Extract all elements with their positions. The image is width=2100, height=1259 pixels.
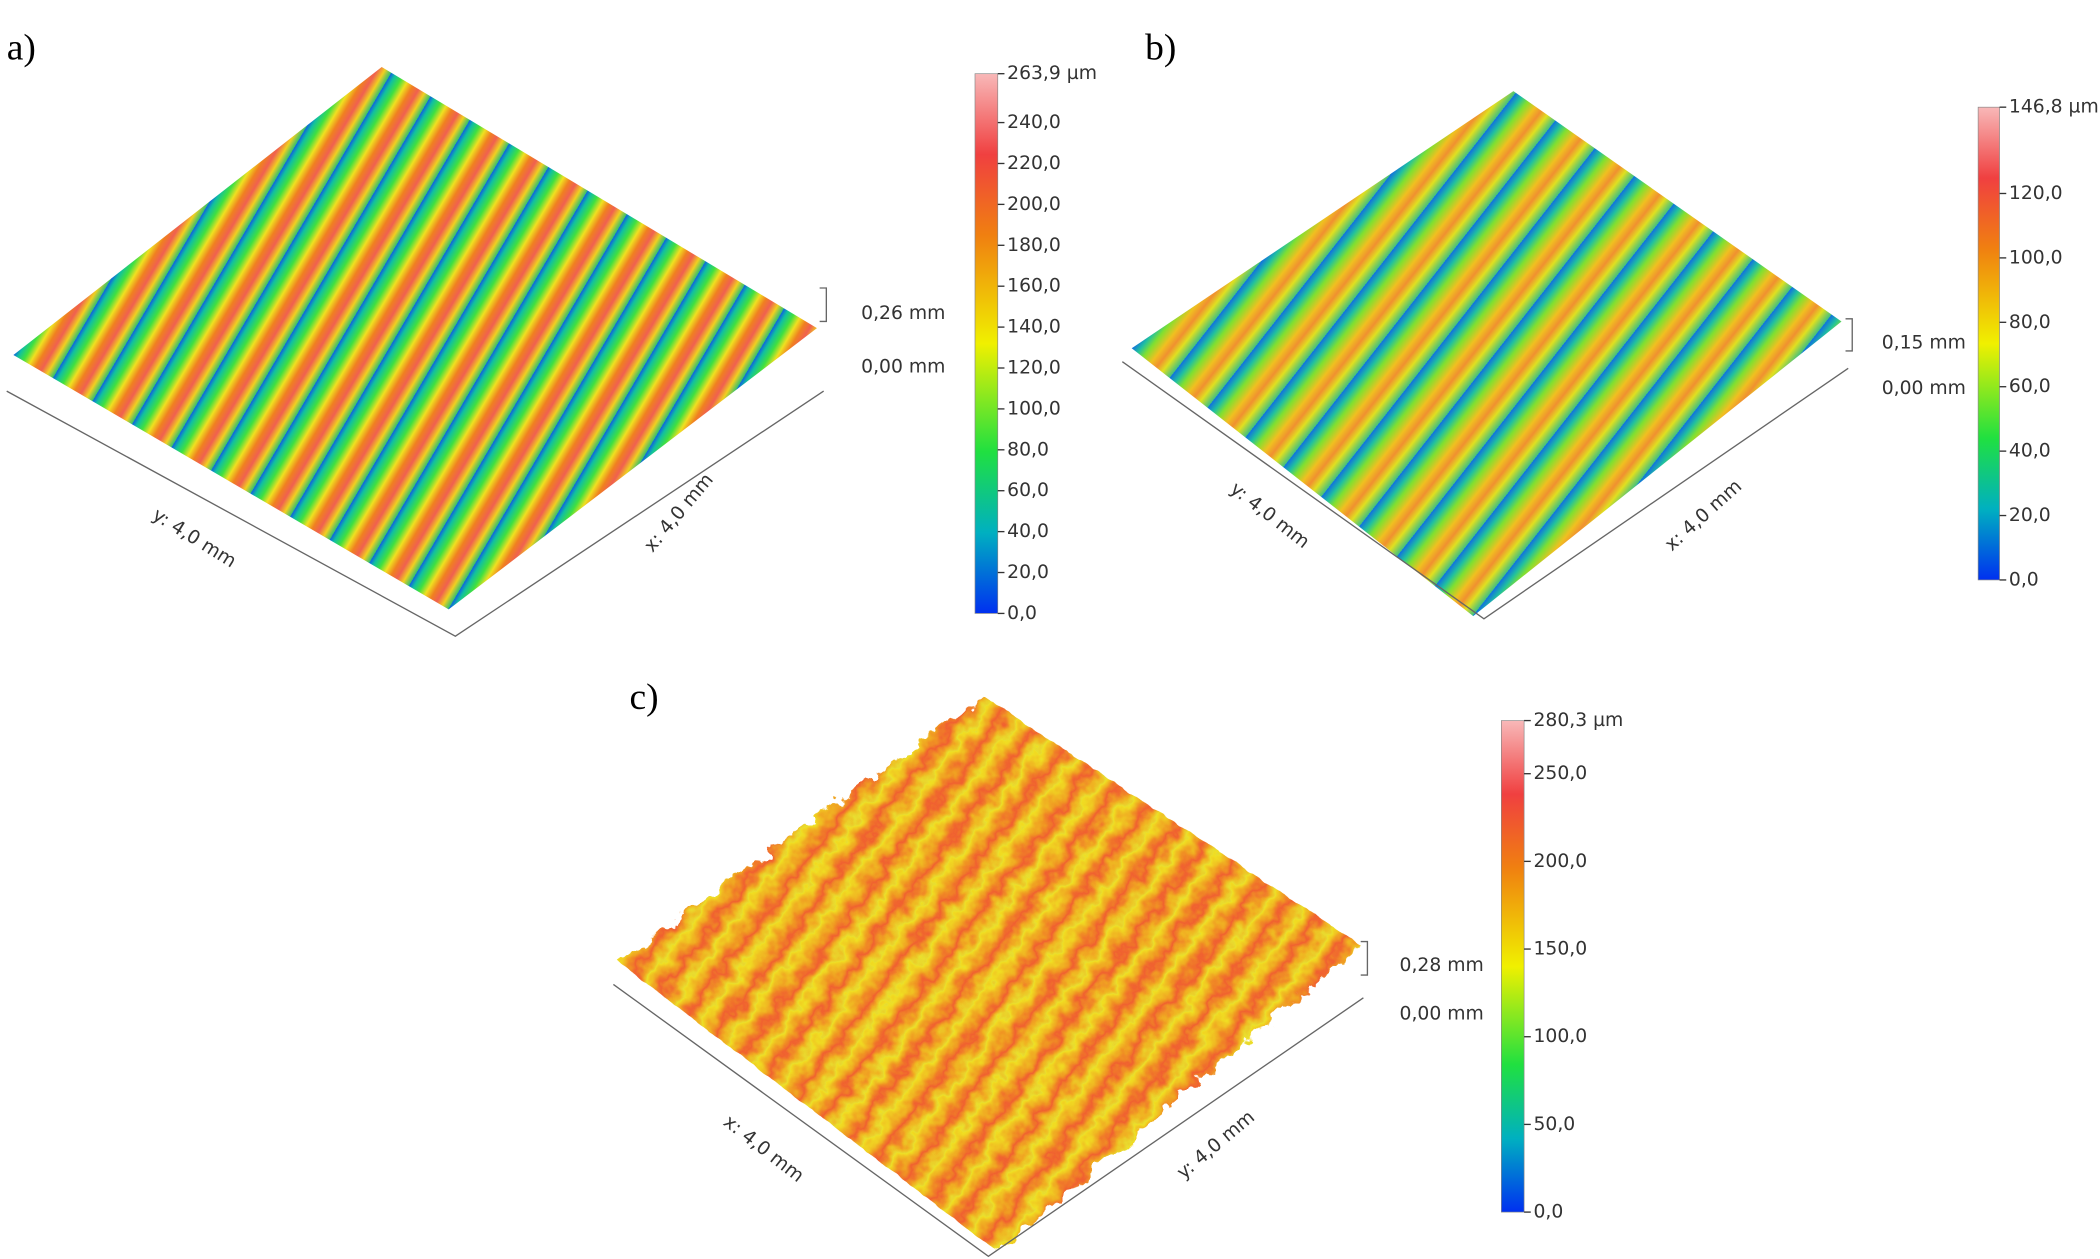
y-axis-label: y: 4,0 mm — [1226, 478, 1313, 553]
axis-lines — [612, 983, 1364, 1258]
panel-label: a) — [7, 28, 36, 69]
z-label: 0,26 mm — [861, 303, 945, 324]
colorbar-tick-label: 20,0 — [1007, 562, 1049, 583]
colorbar-tick-label: 263,9 µm — [1007, 63, 1097, 84]
colorbar-tick-label: 80,0 — [2009, 312, 2051, 333]
colorbar-tick-label: 250,0 — [1533, 763, 1587, 784]
panel-label: b) — [1145, 28, 1176, 69]
colorbar-tick-label: 0,0 — [1007, 603, 1037, 624]
colorbar-tick-label: 50,0 — [1533, 1114, 1575, 1135]
surface-b — [1131, 91, 1842, 617]
colorbar-tick-label: 60,0 — [1007, 480, 1049, 501]
colorbar-tick-label: 100,0 — [1007, 398, 1061, 419]
colorbar-tick-label: 100,0 — [1533, 1026, 1587, 1047]
colorbar-tick-label: 200,0 — [1007, 194, 1061, 215]
colorbar-tick-label: 80,0 — [1007, 439, 1049, 460]
z-bracket — [1360, 940, 1369, 976]
colorbar-tick-label: 200,0 — [1533, 851, 1587, 872]
colorbar-tick-label: 280,3 µm — [1533, 710, 1623, 731]
colorbar-tick-label: 220,0 — [1007, 153, 1061, 174]
colorbar-tick-label: 0,0 — [1533, 1202, 1563, 1223]
colorbar-tick-label: 240,0 — [1007, 112, 1061, 133]
colorbar-tick-label: 0,0 — [2009, 569, 2039, 590]
z-label: 0,15 mm — [1882, 332, 1966, 353]
colorbar-tick-label: 40,0 — [2009, 441, 2051, 462]
colorbar-tick-label: 60,0 — [2009, 376, 2051, 397]
colorbar — [974, 73, 999, 614]
colorbar-tick-label: 146,8 µm — [2009, 97, 2099, 118]
colorbar — [1977, 106, 2000, 581]
colorbar-tick-label: 120,0 — [2009, 183, 2063, 204]
z-label: 0,00 mm — [861, 357, 945, 378]
surface-a — [13, 67, 817, 610]
z-bracket — [819, 287, 828, 323]
axis-lines — [1121, 361, 1849, 620]
z-label: 0,28 mm — [1400, 955, 1484, 976]
colorbar-tick-label: 20,0 — [2009, 505, 2051, 526]
colorbar-tick-label: 180,0 — [1007, 235, 1061, 256]
x-axis-label: x: 4,0 mm — [640, 470, 718, 557]
axis-lines — [6, 390, 825, 637]
panel-label: c) — [629, 677, 658, 718]
y-axis-label: y: 4,0 mm — [1173, 1107, 1259, 1184]
surface-c — [618, 696, 1360, 1253]
x-axis-label: x: 4,0 mm — [719, 1111, 807, 1186]
colorbar-tick-label: 120,0 — [1007, 358, 1061, 379]
z-bracket — [1845, 318, 1853, 352]
colorbar-tick-label: 150,0 — [1533, 939, 1587, 960]
colorbar-tick-label: 160,0 — [1007, 276, 1061, 297]
colorbar-tick-label: 100,0 — [2009, 247, 2063, 268]
y-axis-label: y: 4,0 mm — [149, 505, 240, 573]
colorbar-tick-label: 40,0 — [1007, 521, 1049, 542]
z-label: 0,00 mm — [1882, 378, 1966, 399]
z-label: 0,00 mm — [1400, 1003, 1484, 1024]
colorbar — [1501, 720, 1525, 1213]
colorbar-tick-label: 140,0 — [1007, 317, 1061, 338]
